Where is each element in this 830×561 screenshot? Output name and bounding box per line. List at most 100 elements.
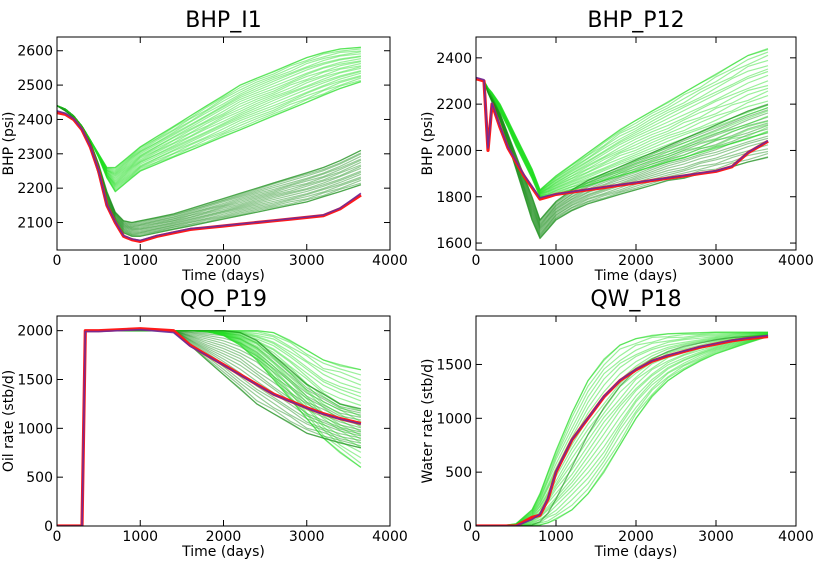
axes-frame (56, 315, 391, 527)
x-tick-label: 0 (472, 529, 481, 545)
ensemble-line (476, 78, 769, 232)
y-axis-label: BHP (psi) (1, 111, 17, 175)
ensemble-line (476, 334, 769, 526)
ensemble-line (476, 333, 769, 526)
ensemble-line (476, 78, 769, 196)
y-tick-label: 2200 (436, 97, 472, 113)
plot-area (476, 47, 769, 240)
y-tick-label: 0 (44, 519, 53, 535)
chart-title: QW_P18 (590, 287, 681, 312)
chart-title: QO_P19 (180, 287, 267, 312)
y-tick-label: 1600 (436, 236, 472, 252)
ensemble-line (476, 78, 769, 230)
y-axis-label: Oil rate (stb/d) (1, 370, 17, 472)
chart-title: BHP_P12 (587, 8, 684, 33)
y-tick-label: 2400 (436, 51, 472, 67)
y-tick-label: 2300 (17, 147, 53, 163)
y-tick-label: 2000 (17, 324, 53, 340)
y-tick-label: 2100 (17, 216, 53, 232)
y-tick-label: 0 (463, 519, 472, 535)
ensemble-line (476, 78, 769, 229)
ensemble-line (476, 78, 769, 196)
x-tick-label: 1000 (122, 253, 158, 269)
ensemble-line (476, 78, 769, 227)
ensemble-line (476, 335, 769, 526)
y-tick-label: 500 (26, 470, 53, 486)
ensemble-line (476, 74, 769, 194)
ensemble-line (476, 332, 769, 526)
plot-area (57, 327, 362, 526)
series-best_match (476, 334, 769, 526)
ensemble-line (476, 78, 769, 195)
ensemble-line (57, 50, 361, 171)
x-axis-label: Time (days) (594, 544, 678, 560)
x-tick-label: 2000 (618, 529, 654, 545)
series-ensemble_dark_mid (476, 334, 769, 526)
ensemble-line (476, 78, 769, 235)
x-tick-label: 3000 (289, 529, 325, 545)
ensemble-line (476, 332, 769, 526)
ensemble-line (476, 78, 769, 194)
ensemble-line (476, 334, 769, 526)
x-axis-label: Time (days) (181, 268, 265, 284)
ensemble-line (476, 334, 769, 526)
ensemble-line (476, 70, 769, 193)
series-ensemble_early (476, 331, 768, 526)
x-tick-label: 2000 (618, 253, 654, 269)
ensemble-line (476, 332, 769, 526)
ensemble-line (476, 78, 769, 233)
x-axis-label: Time (days) (594, 268, 678, 284)
series-ensemble_high_max (476, 47, 769, 191)
x-tick-label: 0 (53, 253, 62, 269)
x-tick-label: 3000 (698, 529, 734, 545)
ensemble-line (476, 335, 769, 526)
y-tick-label: 2400 (17, 112, 53, 128)
y-axis-label: Water rate (stb/d) (420, 359, 436, 484)
x-tick-label: 0 (53, 529, 62, 545)
chart-title: BHP_I1 (185, 8, 261, 33)
y-tick-label: 1500 (17, 372, 53, 388)
y-tick-label: 2500 (17, 78, 53, 94)
chart-2: 0 1000 2000 3000 4000 0 500 1000 1500 2000 QO_P19 T… (1, 287, 408, 560)
ensemble-line (476, 332, 769, 526)
x-tick-label: 3000 (289, 253, 325, 269)
ensemble-line (476, 331, 769, 526)
ensemble-line (476, 334, 769, 526)
x-axis-label: Time (days) (181, 544, 265, 560)
ensemble-line (476, 335, 769, 526)
chart-1: 0 1000 2000 3000 4000 1600 1800 2000 2200 2400 BHP… (420, 8, 814, 284)
axes-frame (475, 315, 797, 527)
y-tick-label: 1000 (436, 411, 472, 427)
x-tick-label: 0 (472, 253, 481, 269)
ensemble-line (476, 332, 769, 526)
y-tick-label: 1500 (436, 357, 472, 373)
x-tick-label: 4000 (372, 253, 408, 269)
chart-3: 0 1000 2000 3000 4000 0 500 1000 1500 QW_P18 Time … (420, 287, 814, 560)
plot-area (476, 331, 769, 526)
chart-0: 0 1000 2000 3000 4000 2100 2200 2300 2400 2500 260… (1, 8, 408, 284)
x-tick-label: 1000 (538, 529, 574, 545)
x-tick-label: 3000 (698, 253, 734, 269)
x-tick-label: 4000 (778, 529, 814, 545)
series-ensemble_late (476, 335, 769, 526)
y-tick-label: 2200 (17, 181, 53, 197)
series-ensemble_low_max (57, 105, 362, 224)
y-tick-label: 2600 (17, 44, 53, 60)
x-tick-label: 2000 (206, 253, 242, 269)
y-tick-label: 500 (445, 465, 472, 481)
x-tick-label: 4000 (372, 529, 408, 545)
series-best_match (57, 328, 362, 526)
plot-area (57, 46, 362, 243)
y-tick-label: 2000 (436, 143, 472, 159)
y-tick-label: 1000 (17, 421, 53, 437)
series-ensemble_low_max (476, 78, 769, 221)
ensemble-line (476, 334, 769, 526)
ensemble-line (476, 335, 769, 526)
x-tick-label: 2000 (206, 529, 242, 545)
series-ensemble_high_max (57, 46, 361, 169)
ensemble-line (476, 331, 769, 526)
x-tick-label: 1000 (538, 253, 574, 269)
y-axis-label: BHP (psi) (420, 111, 436, 175)
ensemble-line (476, 78, 769, 194)
